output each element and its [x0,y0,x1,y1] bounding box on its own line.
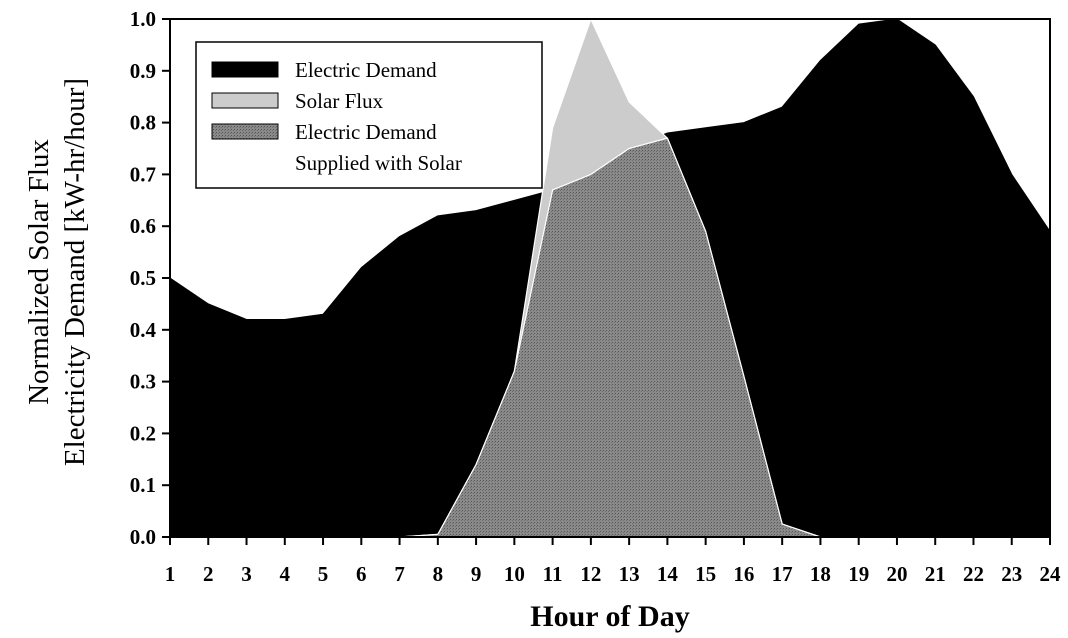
x-tick-label: 18 [810,562,831,586]
y-axis-title-line-2: Electricity Demand [kW-hr/hour] [59,78,91,466]
legend-label-demand-supplied-line-2: Supplied with Solar [295,151,462,175]
legend-label-solar-flux: Solar Flux [295,89,384,113]
x-axis: 1 2 3 4 5 6 7 8 9 10 11 12 13 14 15 16 17 18 19 20 21 22 23 24 [165,537,1061,586]
x-tick-label: 3 [241,562,252,586]
x-tick-label: 24 [1040,562,1062,586]
y-tick-label: 0.9 [130,59,156,83]
y-tick-label: 0.4 [130,318,157,342]
x-tick-label: 4 [280,562,291,586]
x-tick-label: 15 [695,562,716,586]
legend-swatch-electric-demand [211,61,279,78]
legend-box [195,41,543,189]
x-tick-label: 6 [356,562,367,586]
x-tick-label: 11 [543,562,563,586]
legend: Electric Demand Solar Flux Electric Dema… [195,41,543,189]
x-tick-label: 21 [925,562,946,586]
x-tick-label: 12 [580,562,601,586]
x-tick-label: 20 [886,562,907,586]
y-tick-label: 0.8 [130,111,156,135]
y-tick-label: 0.2 [130,421,156,445]
x-tick-label: 8 [433,562,444,586]
x-tick-label: 19 [848,562,869,586]
legend-label-demand-supplied-line-1: Electric Demand [295,120,437,144]
y-tick-label: 0.3 [130,370,156,394]
x-tick-label: 13 [619,562,640,586]
legend-label-electric-demand: Electric Demand [295,58,437,82]
y-tick-label: 0.1 [130,473,156,497]
legend-swatch-demand-supplied-with-solar [211,123,279,140]
x-tick-label: 10 [504,562,525,586]
x-tick-label: 16 [733,562,754,586]
y-axis-title-line-1: Normalized Solar Flux [23,139,55,405]
x-tick-label: 5 [318,562,329,586]
x-tick-label: 2 [203,562,214,586]
x-tick-label: 7 [394,562,405,586]
y-tick-label: 0.6 [130,214,156,238]
x-tick-label: 1 [165,562,176,586]
y-tick-label: 1.0 [130,7,156,31]
x-tick-label: 9 [471,562,482,586]
plot-areas [169,18,1051,538]
x-axis-title: Hour of Day [530,600,689,633]
x-tick-label: 22 [963,562,984,586]
y-axis: 0.0 0.1 0.2 0.3 0.4 0.5 0.6 0.7 0.8 0.9 1.0 [130,7,170,549]
y-tick-label: 0.5 [130,266,156,290]
legend-swatch-solar-flux [211,92,279,109]
x-tick-label: 17 [772,562,793,586]
x-tick-label: 14 [657,562,679,586]
y-axis-title: Normalized Solar Flux Electricity Demand… [23,78,91,466]
y-tick-label: 0.0 [130,525,156,549]
y-tick-label: 0.7 [130,162,156,186]
x-tick-label: 23 [1001,562,1022,586]
